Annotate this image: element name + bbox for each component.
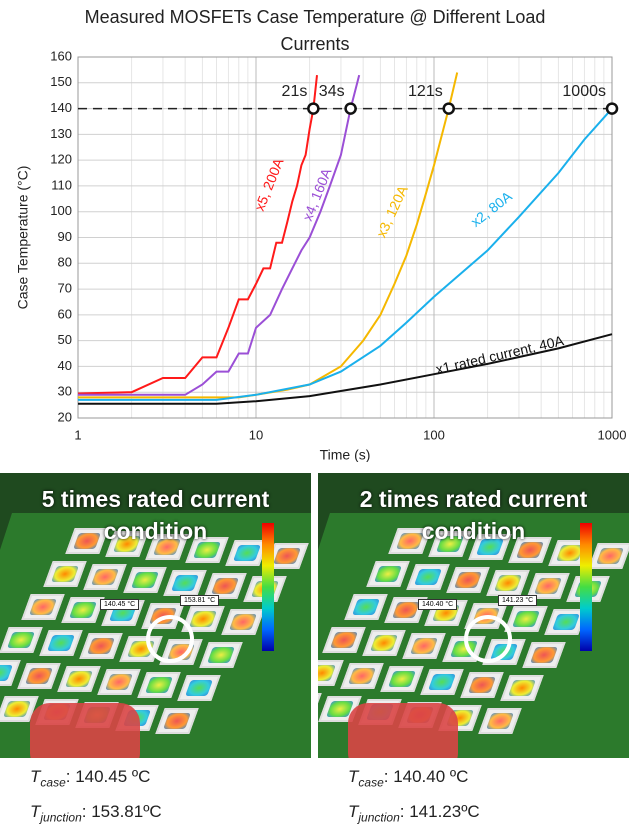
marker-label: 121s (408, 83, 443, 100)
marker (444, 104, 454, 114)
symbol-group: Tcase (348, 767, 384, 786)
caption-value: : 140.40 ºC (384, 767, 469, 786)
connector (348, 703, 458, 758)
y-tick-label: 110 (51, 177, 72, 192)
probe-label: 153.81 °C (180, 595, 219, 606)
caption-value: : 141.23ºC (400, 802, 480, 821)
probe-circle (146, 615, 194, 663)
series-line (78, 73, 457, 398)
subscript: case (358, 775, 383, 789)
symbol: T (30, 802, 40, 821)
marker-label: 1000s (562, 83, 606, 100)
symbol-group: Tjunction (30, 802, 82, 821)
x-tick-label: 1000 (598, 427, 627, 442)
series-label: x4, 160A (299, 165, 335, 223)
subscript: case (40, 775, 65, 789)
probe-circle (464, 615, 512, 663)
caption-value: : 153.81ºC (82, 802, 162, 821)
marker (308, 104, 318, 114)
y-axis-label: Case Temperature (°C) (15, 166, 31, 310)
y-tick-label: 140 (50, 100, 72, 115)
y-tick-label: 70 (58, 281, 72, 296)
y-tick-label: 150 (50, 74, 72, 89)
symbol: T (348, 767, 358, 786)
x-tick-label: 1 (74, 427, 81, 442)
y-tick-label: 60 (58, 306, 72, 321)
page: 2030405060708090100110120130140150160110… (0, 0, 629, 820)
caption-line: Tjunction: 141.23ºC (348, 797, 480, 832)
series-line (78, 109, 612, 400)
y-tick-label: 100 (50, 203, 72, 218)
subscript: junction (40, 811, 81, 825)
x-axis-label: Time (s) (320, 447, 371, 462)
series-line (78, 75, 317, 393)
y-tick-label: 130 (50, 126, 72, 141)
symbol: T (30, 767, 40, 786)
symbol: T (348, 802, 358, 821)
y-tick-label: 50 (58, 332, 72, 347)
subscript: junction (358, 811, 399, 825)
x-tick-label: 100 (423, 427, 445, 442)
probe-label: 140.45 °C (100, 599, 139, 610)
panel-title: 2 times rated current condition (318, 483, 629, 547)
y-tick-label: 30 (58, 384, 72, 399)
caption-line: Tcase: 140.45 ºC (30, 762, 162, 797)
probe-label: 141.23 °C (498, 595, 537, 606)
series-label: x1 rated current, 40A (434, 332, 566, 377)
caption-line: Tjunction: 153.81ºC (30, 797, 162, 832)
marker-label: 21s (282, 83, 308, 100)
y-tick-label: 20 (58, 409, 72, 424)
series-line (78, 75, 359, 395)
chart-title: Measured MOSFETs Case Temperature @ Diff… (60, 4, 570, 58)
caption-line: Tcase: 140.40 ºC (348, 762, 480, 797)
y-tick-label: 80 (58, 255, 72, 270)
symbol-group: Tcase (30, 767, 66, 786)
series-label: x3, 120A (373, 182, 411, 239)
thermal-image: 140.45 °C 153.81 °C 5 times rated current … (0, 473, 311, 758)
symbol-group: Tjunction (348, 802, 400, 821)
thermal-image: 140.40 °C 141.23 °C 2 times rated current … (318, 473, 629, 758)
marker (607, 104, 617, 114)
marker (346, 104, 356, 114)
marker-label: 34s (319, 83, 345, 100)
series-label: x2, 80A (468, 188, 516, 230)
y-tick-label: 90 (58, 229, 72, 244)
x-tick-label: 10 (249, 427, 263, 442)
caption-value: : 140.45 ºC (66, 767, 151, 786)
panel-title: 5 times rated current condition (0, 483, 311, 547)
probe-label: 140.40 °C (418, 599, 457, 610)
connector (30, 703, 140, 758)
y-tick-label: 120 (50, 152, 72, 167)
y-tick-label: 40 (58, 358, 72, 373)
